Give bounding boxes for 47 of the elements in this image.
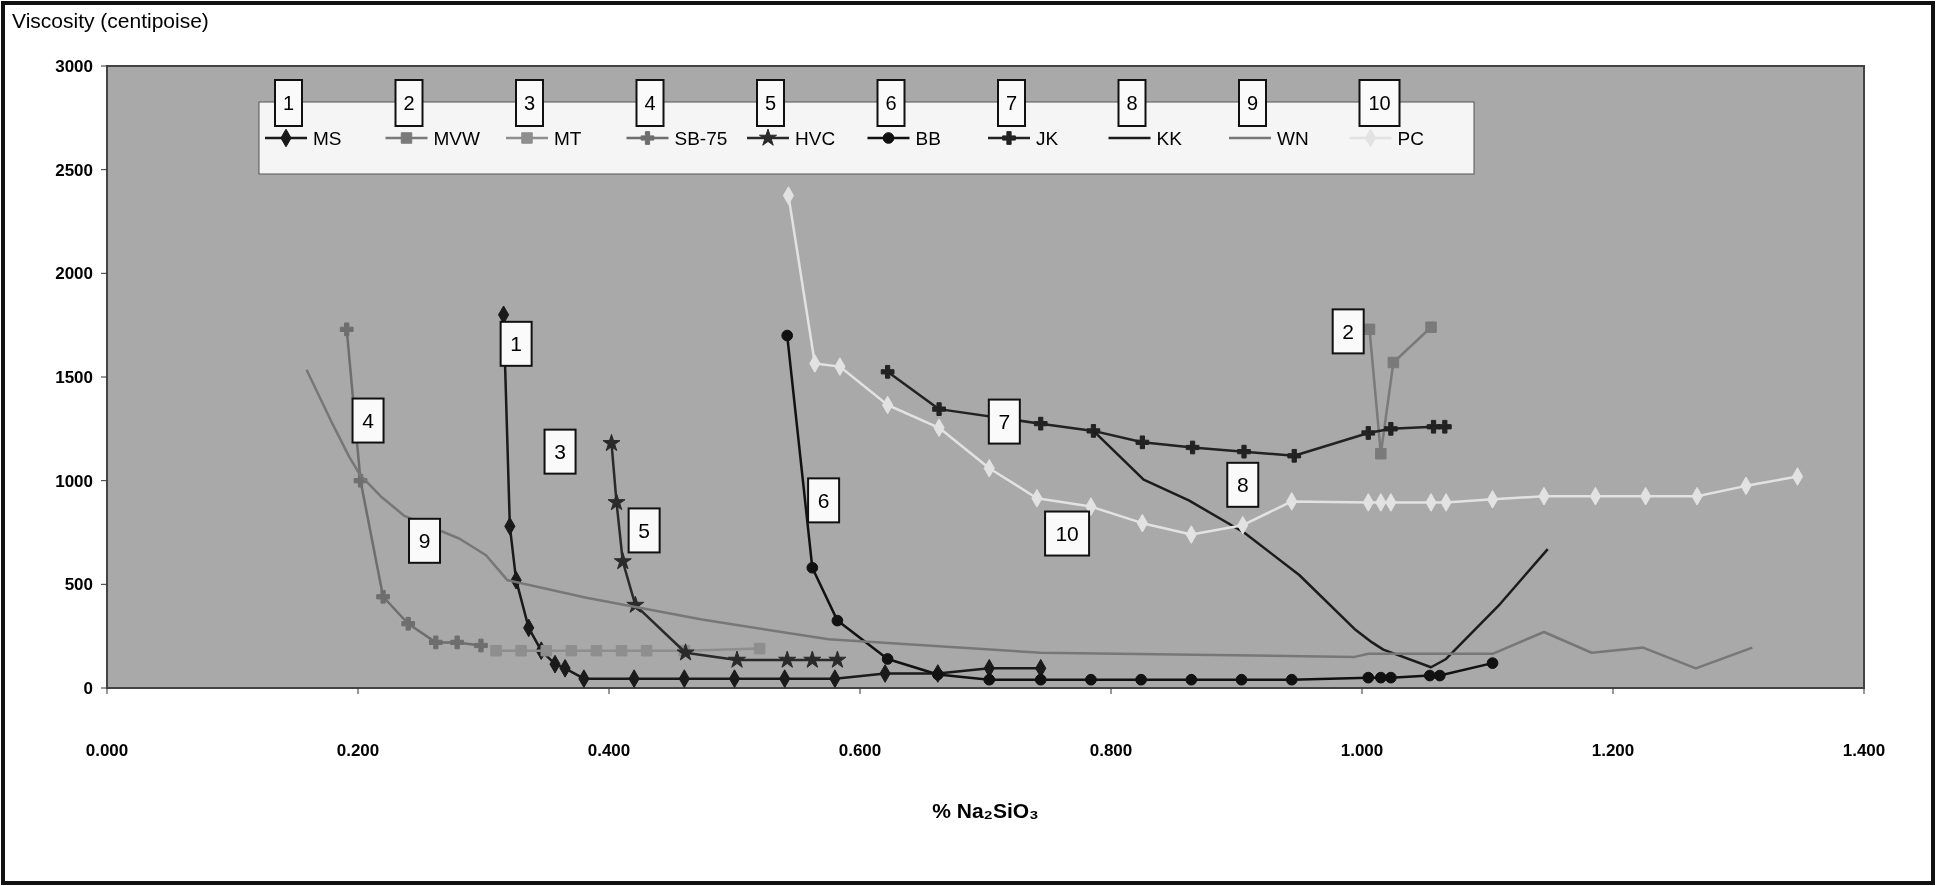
x-tick-label: 1.200 <box>1591 741 1635 760</box>
x-tick-label: 0.800 <box>1089 741 1133 760</box>
legend-label: KK <box>1156 127 1183 149</box>
annotation: 10 <box>1368 92 1391 114</box>
x-tick-label: 0.400 <box>587 741 631 760</box>
annotation: 4 <box>644 92 656 114</box>
y-tick-label: 1500 <box>55 367 93 387</box>
legend-label: MT <box>554 127 582 149</box>
y-tick-label: 1000 <box>55 471 93 491</box>
y-tick-label: 3000 <box>55 56 93 76</box>
annotation: 5 <box>764 92 777 114</box>
annotation: 2 <box>1342 319 1355 343</box>
legend-label: MS <box>313 127 342 149</box>
annotation: 4 <box>362 408 375 432</box>
annotation: 8 <box>1236 473 1249 497</box>
annotation: 9 <box>1246 92 1259 114</box>
annotation: 3 <box>554 439 566 463</box>
x-tick-label: 0.600 <box>838 741 882 760</box>
x-tick-label: 1.400 <box>1842 741 1886 760</box>
y-tick-label: 0 <box>83 678 93 698</box>
annotation: 3 <box>523 92 536 114</box>
annotation: 9 <box>418 529 431 553</box>
annotation: 10 <box>1055 521 1079 545</box>
annotation: 1 <box>282 92 295 114</box>
x-tick-label: 0.000 <box>85 741 129 760</box>
y-tick-label: 500 <box>64 575 93 595</box>
annotation: 7 <box>998 409 1011 433</box>
annotation: 1 <box>510 332 522 356</box>
y-axis-title: Viscosity (centipoise) <box>12 9 209 32</box>
legend-label: WN <box>1277 127 1309 149</box>
annotation: 5 <box>638 518 650 542</box>
x-axis-title: % Na₂SiO₃ <box>932 799 1039 822</box>
annotation: 2 <box>403 92 415 114</box>
y-tick-label: 2500 <box>55 160 93 180</box>
x-tick-label: 1.000 <box>1340 741 1384 760</box>
annotation: 7 <box>1005 92 1018 114</box>
legend-label: MVW <box>433 127 480 149</box>
annotation: 8 <box>1126 92 1138 114</box>
legend-label: HVC <box>795 127 836 149</box>
legend-label: JK <box>1036 127 1059 149</box>
legend-label: BB <box>915 127 941 149</box>
legend-label: PC <box>1397 127 1424 149</box>
annotation: 6 <box>885 92 897 114</box>
legend-label: SB-75 <box>674 127 728 149</box>
x-tick-label: 0.200 <box>336 741 380 760</box>
y-tick-label: 2000 <box>55 264 93 284</box>
annotation: 6 <box>817 488 830 512</box>
